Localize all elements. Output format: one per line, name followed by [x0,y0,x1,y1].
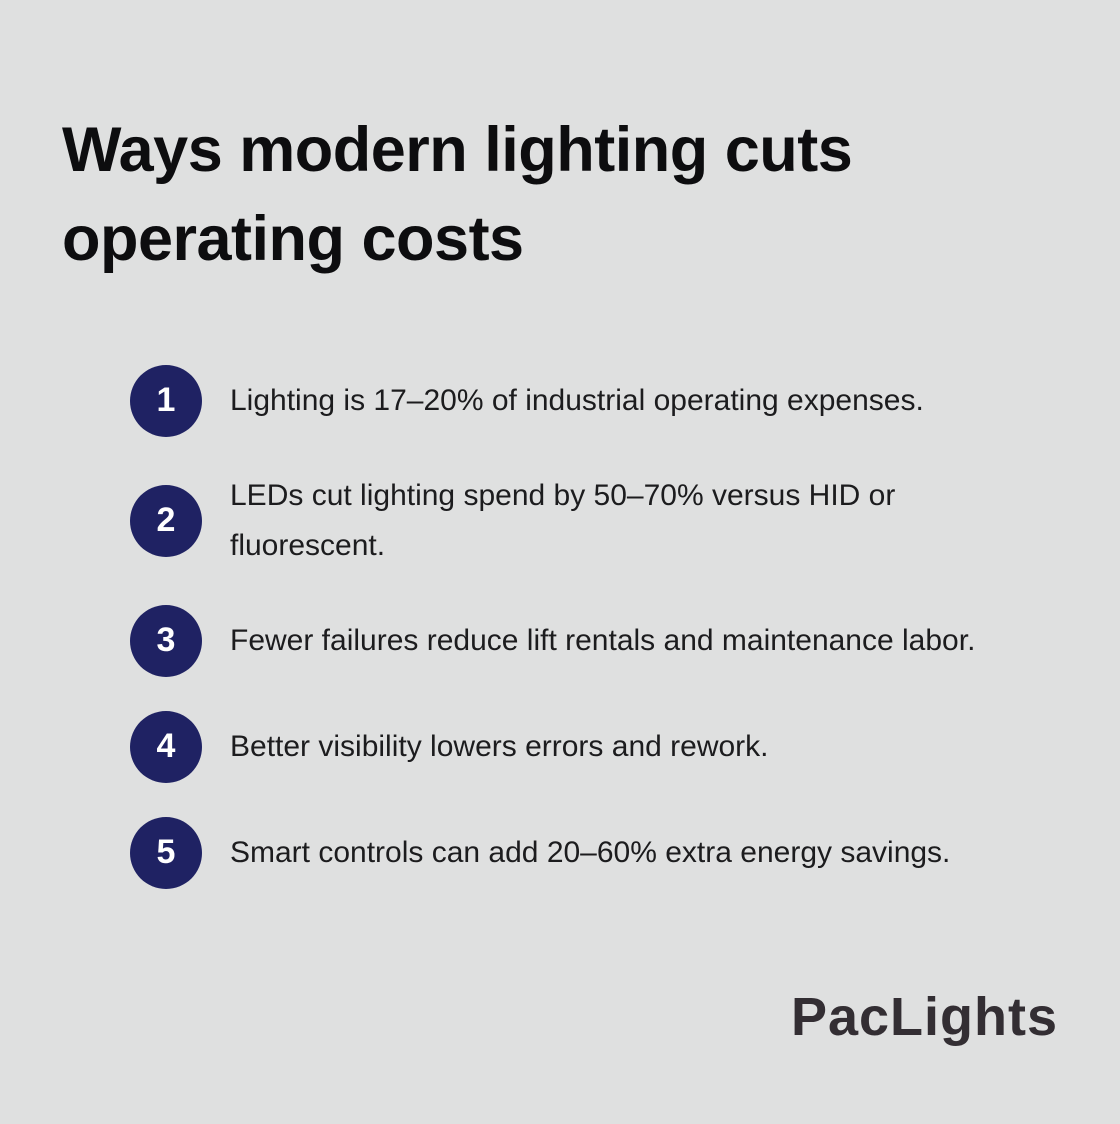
item-number-badge: 2 [130,484,202,557]
item-number: 5 [156,833,176,872]
item-text: Better visibility lowers errors and rewo… [230,729,769,763]
item-number-badge: 5 [130,816,202,889]
item-number-badge: 1 [130,364,202,437]
paclights-logo: PacLights [790,987,1058,1047]
list-item: 1 Lighting is 17–20% of industrial opera… [130,364,1060,437]
list-item: 5 Smart controls can add 20–60% extra en… [130,816,1060,889]
page-title: Ways modern lighting cuts operating cost… [62,115,853,275]
numbered-list: 1 Lighting is 17–20% of industrial opera… [130,364,1060,889]
item-text: Fewer failures reduce lift rentals and m… [230,623,976,657]
list-item: 3 Fewer failures reduce lift rentals and… [130,604,1060,677]
item-number-badge: 3 [130,604,202,677]
item-text: Smart controls can add 20–60% extra ener… [230,835,951,869]
list-item: 2 LEDs cut lighting spend by 50–70% vers… [130,471,1060,571]
item-number: 1 [156,381,176,420]
item-number-badge: 4 [130,710,202,783]
item-number: 4 [156,727,176,766]
list-item: 4 Better visibility lowers errors and re… [130,710,1060,783]
item-number: 3 [156,621,176,660]
item-text: Lighting is 17–20% of industrial operati… [230,383,924,417]
item-text: LEDs cut lighting spend by 50–70% versus… [230,478,896,562]
item-number: 2 [156,501,176,540]
